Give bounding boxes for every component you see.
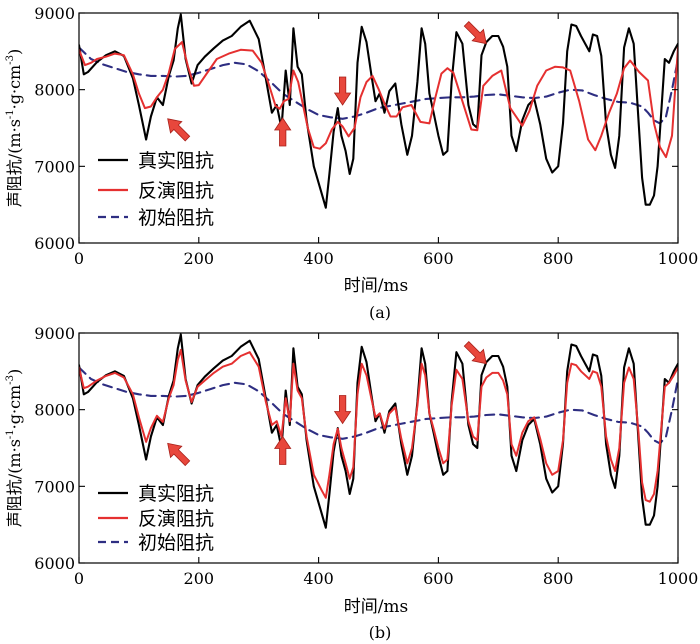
y-tick-label: 9000 [34, 324, 75, 343]
y-tick-label: 7000 [34, 157, 75, 176]
x-tick-label: 0 [74, 249, 84, 268]
chart-panel-a: 0 200 400 600 800 1000 6000 7000 8000 9000 真实阻抗 反… [5, 4, 698, 322]
annotation-arrow [167, 442, 191, 467]
legend: 真实阻抗 反演阻抗 初始阻抗 [98, 150, 214, 229]
annotation-arrow [273, 435, 292, 465]
annotation-arrow [333, 76, 352, 106]
plot-frame [78, 12, 679, 244]
x-tick-label: 1000 [658, 249, 699, 268]
y-tick-label: 8000 [34, 401, 75, 420]
annotation-arrow [463, 21, 487, 45]
plot-frame [78, 332, 679, 564]
panel-label: (a) [369, 303, 391, 322]
x-tick-label: 400 [303, 249, 334, 268]
y-tick-label: 9000 [34, 4, 75, 23]
y-tick-label: 8000 [34, 81, 75, 100]
series-line-initial [79, 46, 678, 125]
legend-label-initial: 初始阻抗 [138, 532, 214, 554]
legend-label-inverted: 反演阻抗 [138, 508, 214, 530]
series-line-initial [79, 366, 678, 445]
annotation-arrow [273, 117, 292, 147]
legend-label-true: 真实阻抗 [138, 483, 214, 505]
chart-panel-b: 0 200 400 600 800 1000 6000 7000 8000 9000 真实阻抗 反… [5, 324, 698, 642]
x-tick-label: 200 [184, 569, 215, 588]
y-axis-label: 声阻抗/(m·s-1·g·cm-3) [5, 49, 24, 207]
y-tick-label: 7000 [34, 477, 75, 496]
y-tick-label: 6000 [34, 554, 75, 573]
annotation-arrow [167, 118, 191, 142]
x-tick-label: 400 [303, 569, 334, 588]
series-line-inverted [79, 41, 678, 159]
x-tick-label: 600 [423, 569, 454, 588]
legend-label-inverted: 反演阻抗 [138, 180, 214, 202]
y-tick-label: 6000 [34, 234, 75, 253]
x-axis-label: 时间/ms [344, 597, 409, 617]
x-tick-label: 200 [184, 249, 215, 268]
x-tick-label: 0 [74, 569, 84, 588]
legend-label-initial: 初始阻抗 [138, 207, 214, 229]
x-tick-label: 800 [543, 249, 574, 268]
x-tick-label: 1000 [658, 569, 699, 588]
series-line-true [79, 13, 678, 209]
x-tick-label: 800 [543, 569, 574, 588]
annotation-arrow [463, 341, 487, 365]
legend: 真实阻抗 反演阻抗 初始阻抗 [98, 483, 214, 554]
x-axis-label: 时间/ms [344, 276, 409, 296]
panel-label: (b) [369, 623, 392, 642]
series-line-inverted [79, 348, 678, 503]
x-tick-label: 600 [423, 249, 454, 268]
legend-label-true: 真实阻抗 [138, 150, 214, 172]
annotation-arrow [333, 395, 352, 425]
series-line-true [79, 333, 678, 529]
y-axis-label: 声阻抗/(m·s-1·g·cm-3) [5, 369, 24, 527]
